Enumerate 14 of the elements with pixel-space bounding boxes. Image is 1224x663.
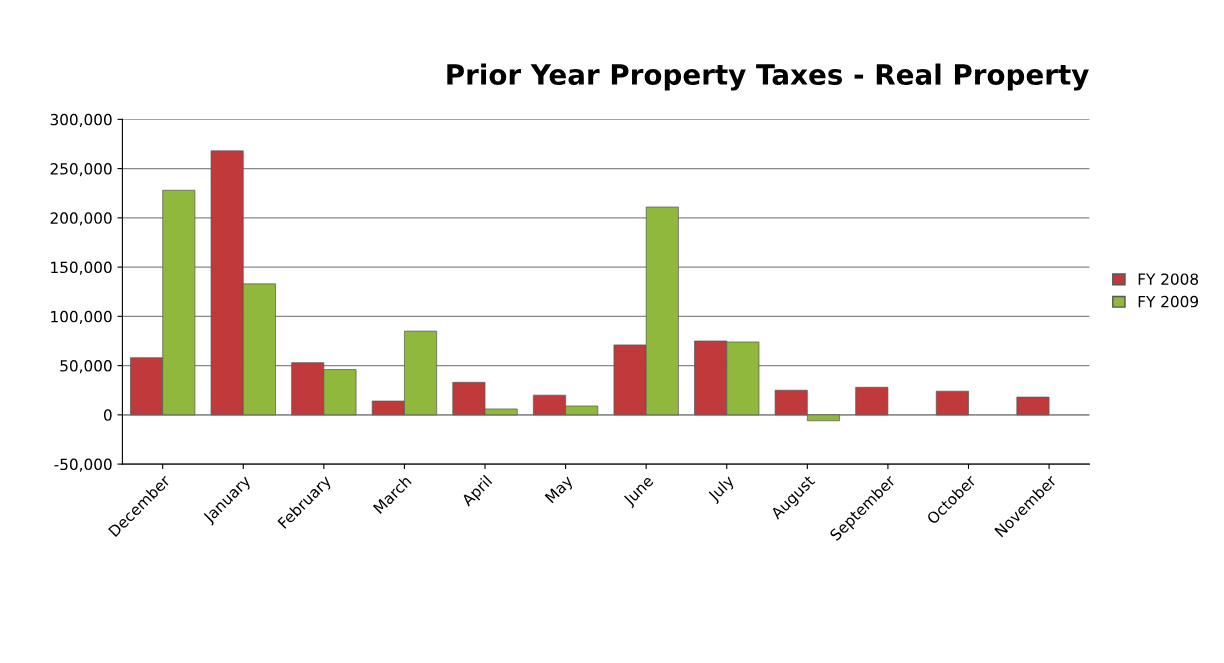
- y-tick-label: 50,000: [60, 360, 112, 374]
- bar: [1016, 396, 1050, 416]
- y-tick-label: 250,000: [50, 163, 112, 177]
- legend-label: FY 2009: [1138, 295, 1199, 308]
- bar: [855, 386, 889, 416]
- y-tick-label: 150,000: [51, 261, 112, 275]
- chart-title: Prior Year Property Taxes - Real Property: [447, 63, 1089, 91]
- y-tick-label: 300,000: [50, 113, 112, 127]
- y-tick-label: -50,000: [54, 458, 112, 472]
- y-tick-label: 0: [103, 409, 112, 421]
- y-tick-label: 100,000: [51, 310, 112, 324]
- legend-label: FY 2008: [1138, 273, 1199, 285]
- bar: [935, 390, 969, 416]
- y-tick-label: 200,000: [50, 212, 112, 226]
